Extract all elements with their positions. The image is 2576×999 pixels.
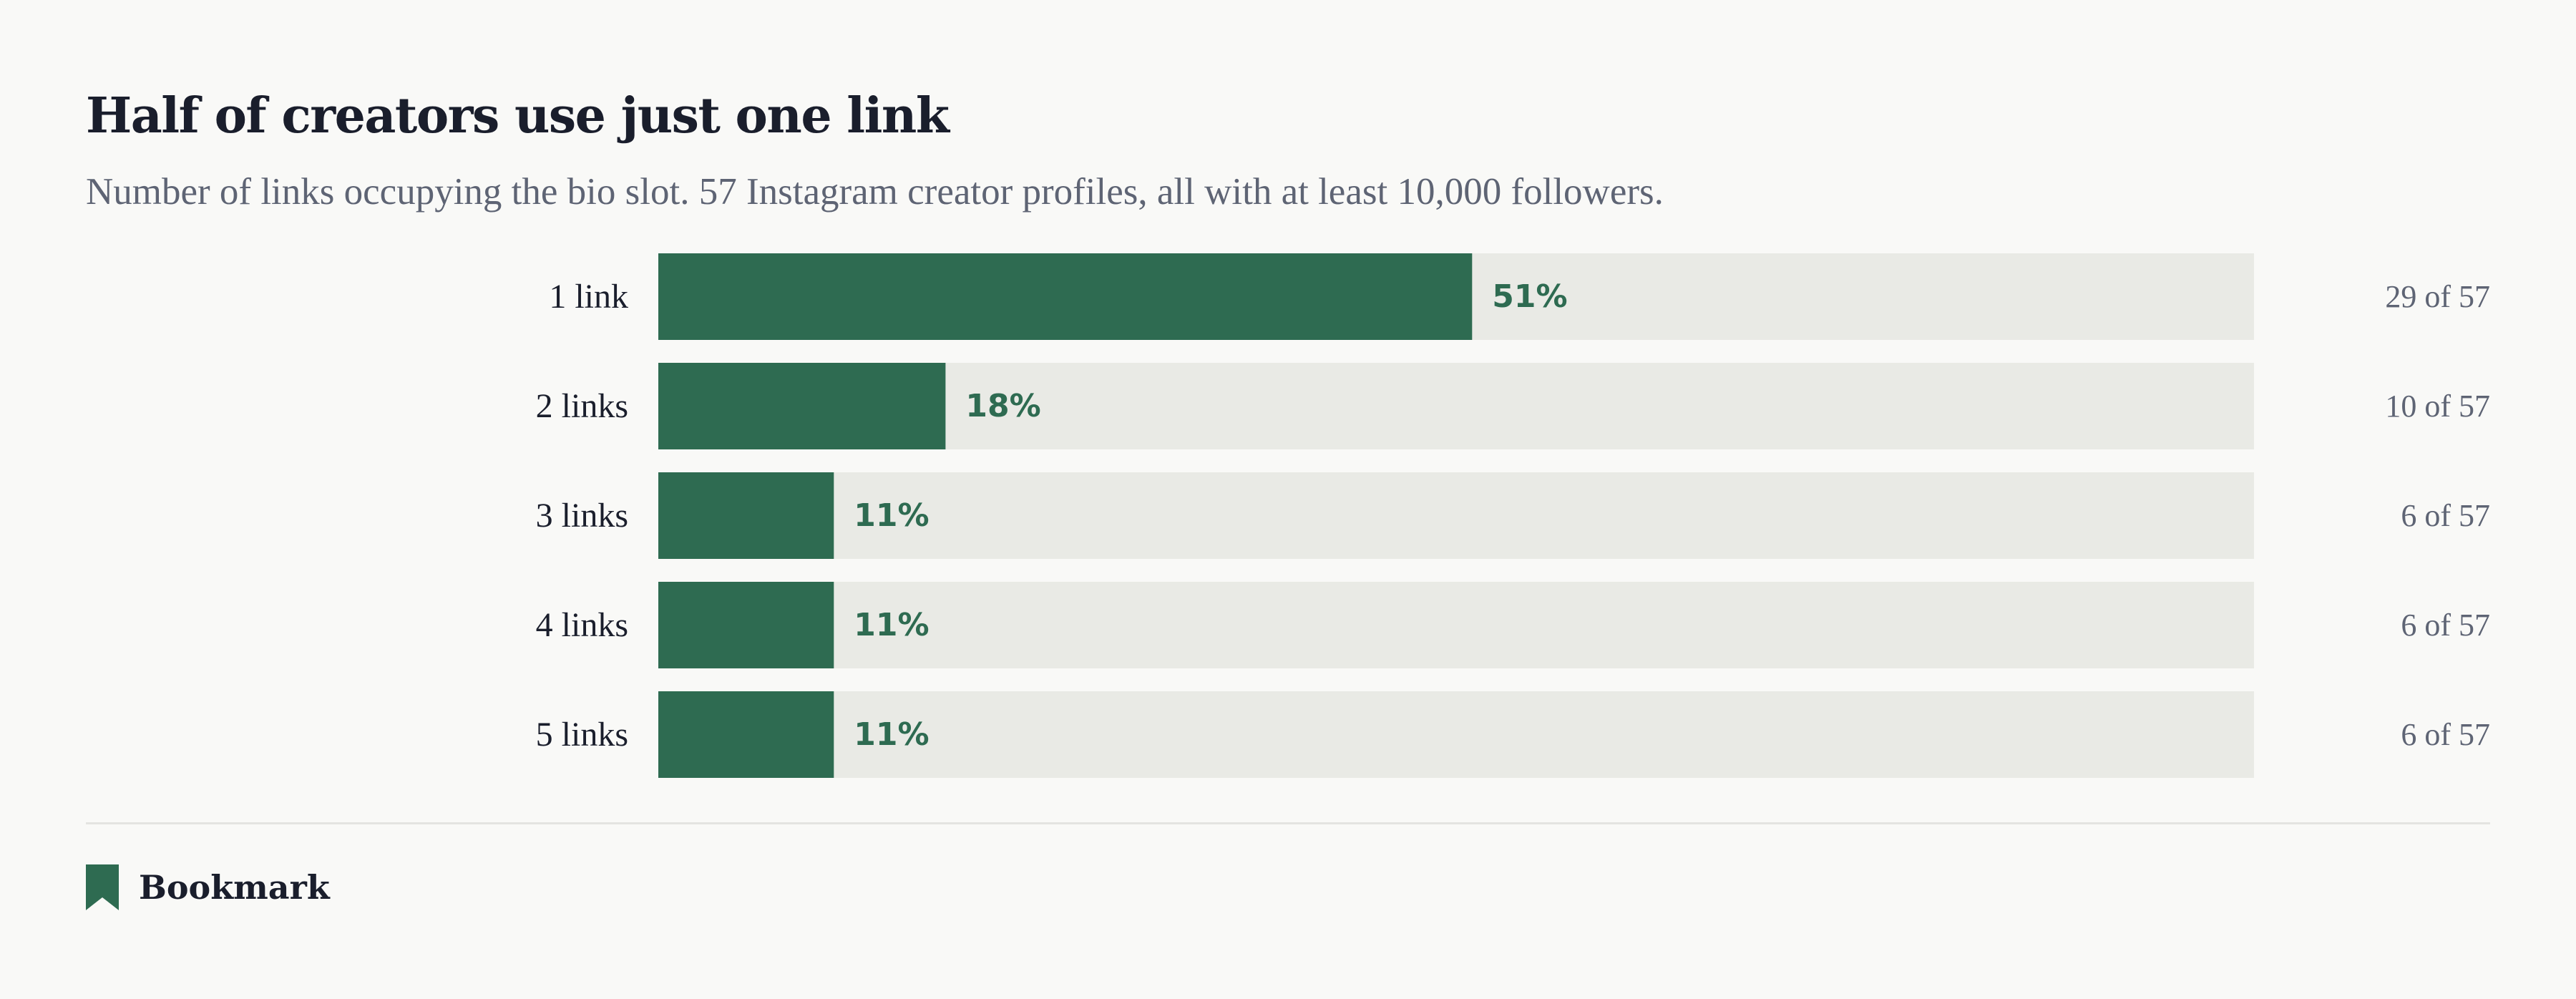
bar — [658, 691, 834, 778]
bar-track — [658, 363, 2254, 449]
footer-divider — [86, 822, 2490, 824]
bars-layer: 1 link 51% 29 of 57 2 links 18% 10 of 57 3 lin… — [536, 253, 2490, 778]
value-label: 11% — [854, 716, 929, 753]
bar — [658, 582, 834, 668]
bar-track — [658, 472, 2254, 559]
bar-row: 4 links 11% 6 of 57 — [536, 582, 2490, 668]
chart-subtitle: Number of links occupying the bio slot. … — [86, 171, 1664, 213]
bar-row: 2 links 18% 10 of 57 — [536, 363, 2490, 449]
bar — [658, 253, 1473, 340]
bar-row: 3 links 11% 6 of 57 — [536, 472, 2490, 559]
bar-track — [658, 582, 2254, 668]
bookmark-icon — [86, 864, 119, 910]
bar — [658, 472, 834, 559]
count-label: 29 of 57 — [2385, 279, 2490, 314]
category-label: 2 links — [536, 387, 628, 425]
value-label: 11% — [854, 607, 929, 643]
count-label: 6 of 57 — [2401, 717, 2490, 752]
value-label: 11% — [854, 497, 929, 534]
bar-track — [658, 253, 2254, 340]
bar-row: 5 links 11% 6 of 57 — [536, 691, 2490, 778]
chart-title: Half of creators use just one link — [86, 87, 950, 145]
category-label: 3 links — [536, 497, 628, 535]
value-label: 51% — [1492, 278, 1567, 315]
category-label: 1 link — [549, 278, 628, 316]
brand-label: Bookmark — [139, 868, 330, 907]
bar-track — [658, 691, 2254, 778]
count-label: 10 of 57 — [2385, 389, 2490, 424]
brand: Bookmark — [86, 864, 330, 910]
bar — [658, 363, 946, 449]
count-label: 6 of 57 — [2401, 608, 2490, 643]
value-label: 18% — [965, 388, 1040, 424]
category-label: 4 links — [536, 606, 628, 644]
category-label: 5 links — [536, 716, 628, 754]
count-label: 6 of 57 — [2401, 498, 2490, 533]
bar-row: 1 link 51% 29 of 57 — [549, 253, 2490, 340]
